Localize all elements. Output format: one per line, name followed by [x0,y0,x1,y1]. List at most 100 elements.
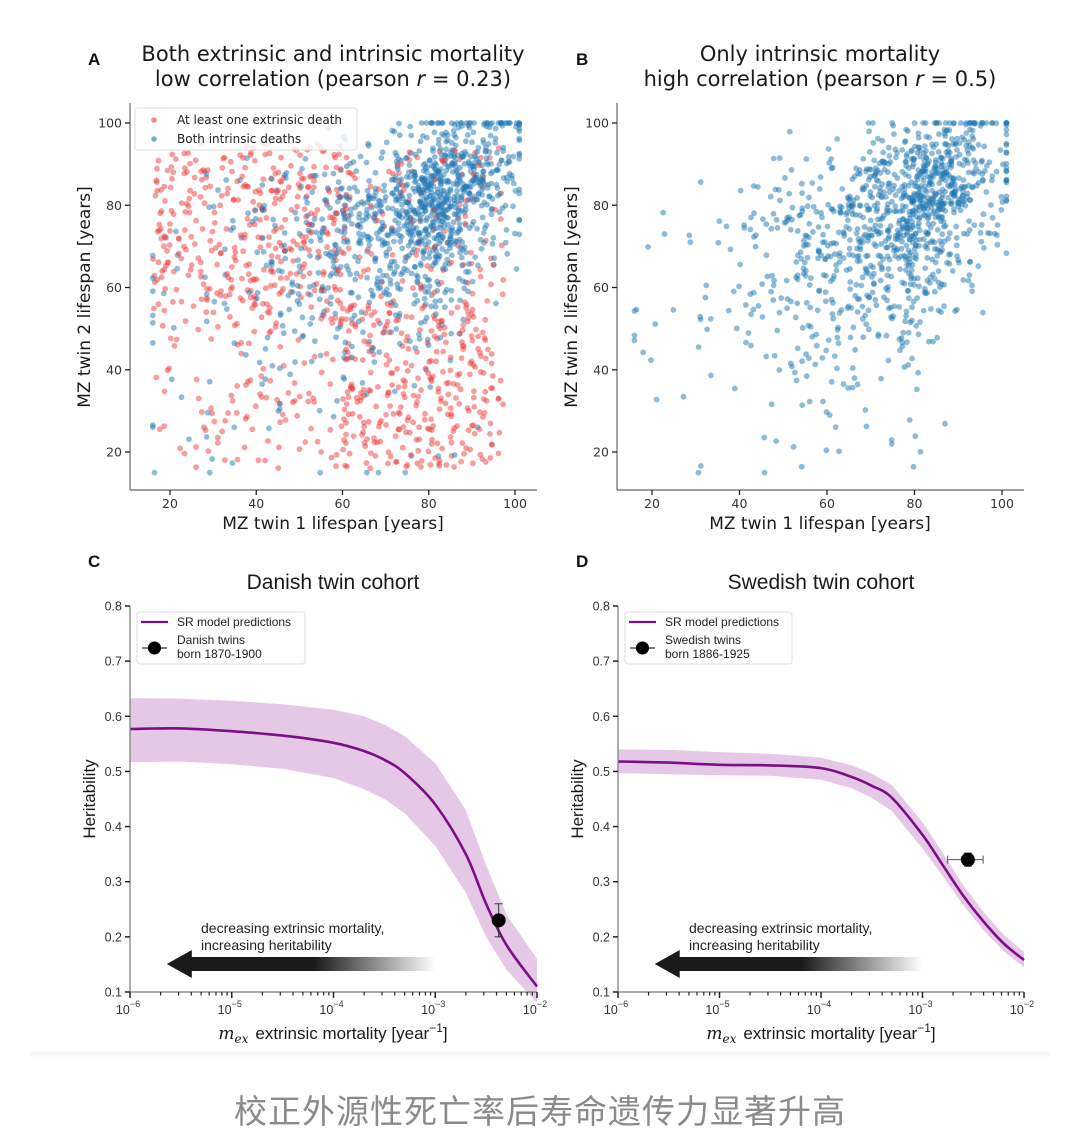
data-point-intrinsic [808,275,814,281]
data-point-intrinsic [952,308,958,315]
data-point-intrinsic [870,280,877,287]
data-point-intrinsic [900,216,906,222]
data-point-extrinsic [349,385,355,392]
data-point-intrinsic [715,239,722,246]
data-point-intrinsic [770,297,777,303]
data-point-extrinsic [482,388,489,395]
data-point-intrinsic [927,239,934,246]
data-point-extrinsic [361,423,367,430]
data-point-extrinsic [276,290,283,297]
data-point-intrinsic [203,171,210,177]
data-point-extrinsic [161,243,167,250]
data-point-intrinsic [149,340,156,346]
data-point-intrinsic [397,340,403,347]
data-point-intrinsic [907,281,914,287]
data-point-intrinsic [455,215,462,222]
data-point-intrinsic [940,161,946,168]
data-point-intrinsic [916,283,922,290]
data-point-intrinsic [215,187,221,194]
data-point-extrinsic [488,351,495,357]
data-point-intrinsic [377,202,383,209]
data-point-extrinsic [296,446,303,452]
data-point-extrinsic [368,450,374,456]
data-point-intrinsic [495,120,502,126]
data-point-extrinsic [385,460,391,467]
data-point-intrinsic [964,190,971,197]
data-point-intrinsic [956,259,962,266]
data-point-extrinsic [495,395,502,402]
data-point-intrinsic [443,138,450,145]
data-point-intrinsic [964,147,971,154]
data-point-intrinsic [716,218,723,225]
data-point-extrinsic [245,340,252,347]
data-point-intrinsic [457,297,463,304]
data-point-intrinsic [231,340,238,347]
data-point-extrinsic [154,228,161,235]
xlabel-close: ] [443,1024,448,1043]
data-point-intrinsic [983,189,990,195]
data-point-intrinsic [379,226,385,233]
panel-d-title: Swedish twin cohort [728,571,915,594]
data-point-intrinsic [938,309,944,315]
data-point-intrinsic [416,239,422,245]
data-point-extrinsic [475,333,481,340]
data-point-intrinsic [443,146,449,153]
data-point-extrinsic [346,328,352,334]
data-point-extrinsic [188,262,195,268]
data-point-intrinsic [922,265,929,271]
data-point-extrinsic [187,160,193,167]
x-tick-label: 10−3 [421,999,445,1017]
data-point-extrinsic [217,202,224,209]
data-point-intrinsic [835,229,842,236]
data-point-intrinsic [203,434,210,440]
data-point-extrinsic [301,239,308,245]
data-point-intrinsic [967,259,973,265]
data-point-intrinsic [259,381,265,387]
data-point-intrinsic [319,230,326,236]
data-point-intrinsic [865,120,872,126]
data-point-intrinsic [469,278,476,285]
data-point-intrinsic [911,120,918,127]
data-point-intrinsic [454,177,461,184]
data-point-intrinsic [303,195,309,201]
panel-c: C Danish twin cohort decreasing extrinsi… [80,552,547,1046]
data-point-extrinsic [487,420,494,427]
data-point-intrinsic [789,204,796,211]
data-point-extrinsic [209,228,216,235]
data-point-intrinsic [206,204,213,211]
data-point-intrinsic [304,212,311,219]
data-point-extrinsic [247,294,254,301]
data-point-extrinsic [262,457,268,464]
data-point-extrinsic [396,411,403,417]
data-point-extrinsic [366,418,372,425]
data-point-extrinsic [462,213,469,220]
data-point-extrinsic [268,187,275,194]
data-point-extrinsic [191,190,198,197]
data-point-intrinsic [896,187,902,194]
data-point-intrinsic [801,237,807,244]
tick-base: 10 [319,1003,333,1017]
data-point-extrinsic [311,399,318,405]
data-point-extrinsic [308,425,314,432]
data-point-intrinsic [892,192,899,199]
data-point-extrinsic [270,165,277,172]
data-point-extrinsic [198,176,205,183]
data-point-intrinsic [363,159,370,166]
data-point-extrinsic [337,286,343,293]
data-point-intrinsic [848,305,855,311]
data-point-intrinsic [917,193,924,199]
data-point-intrinsic [428,179,435,186]
data-point-intrinsic [900,225,907,232]
tick-exponent: −3 [435,999,445,1009]
data-point-intrinsic [829,164,836,171]
data-point-intrinsic [978,159,985,165]
data-point-intrinsic [799,208,806,215]
y-tick-label: 60 [593,280,609,295]
data-point-intrinsic [492,139,499,146]
data-point-intrinsic [516,120,523,126]
data-point-extrinsic [311,177,317,184]
data-point-extrinsic [270,269,277,276]
data-point-intrinsic [447,239,454,246]
data-point-extrinsic [294,193,301,200]
data-point-intrinsic [929,200,936,206]
